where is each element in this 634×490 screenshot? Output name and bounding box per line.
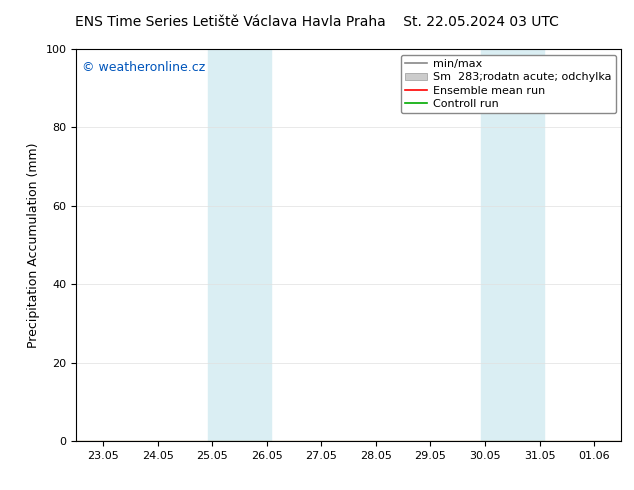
Bar [208,49,271,441]
Text: © weatheronline.cz: © weatheronline.cz [82,61,205,74]
Bar [481,49,544,441]
Y-axis label: Precipitation Accumulation (mm): Precipitation Accumulation (mm) [27,142,40,348]
Legend: min/max, Sm  283;rodatn acute; odchylka, Ensemble mean run, Controll run: min/max, Sm 283;rodatn acute; odchylka, … [401,54,616,114]
Text: ENS Time Series Letiště Václava Havla Praha    St. 22.05.2024 03 UTC: ENS Time Series Letiště Václava Havla Pr… [75,15,559,29]
